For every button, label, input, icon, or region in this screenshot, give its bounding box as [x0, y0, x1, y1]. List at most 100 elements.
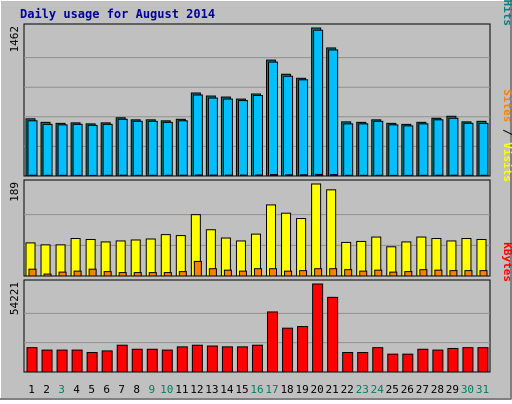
bar-sites — [43, 273, 52, 277]
bar-kbytes — [176, 346, 188, 373]
bar-files — [373, 120, 384, 177]
bar-pages — [224, 174, 232, 177]
bar-sites — [464, 270, 473, 277]
bar-sites — [133, 272, 142, 277]
bar-visits — [311, 183, 322, 277]
day-label: 10 — [160, 383, 173, 396]
bar-pages — [254, 174, 262, 177]
bar-files — [27, 120, 38, 177]
day-label: 27 — [416, 383, 429, 396]
bar-visits — [401, 241, 412, 277]
bar-sites — [253, 268, 262, 277]
bar-files — [298, 79, 309, 177]
day-label: 20 — [311, 383, 324, 396]
day-label: 5 — [88, 383, 95, 396]
legend-entry: / — [501, 122, 512, 142]
bar-sites — [103, 271, 112, 277]
bar-kbytes — [206, 345, 218, 373]
bar-sites — [178, 271, 187, 277]
day-label: 12 — [190, 383, 203, 396]
bar-kbytes — [161, 349, 173, 373]
bar-kbytes — [432, 349, 444, 373]
day-label: 29 — [446, 383, 459, 396]
bar-files — [102, 123, 113, 177]
bar-files — [177, 120, 188, 177]
bar-visits — [296, 218, 307, 277]
bar-files — [192, 94, 203, 177]
bar-files — [448, 117, 459, 177]
bar-pages — [360, 174, 368, 177]
legend-entry: Sites — [501, 89, 512, 122]
bar-pages — [179, 174, 187, 177]
day-label: 23 — [356, 383, 369, 396]
bar-kbytes — [101, 350, 113, 373]
panel-legend: KBytes — [501, 242, 512, 282]
bar-visits — [145, 238, 156, 277]
bar-kbytes — [56, 349, 68, 373]
bar-pages — [239, 174, 247, 177]
bar-sites — [344, 269, 353, 277]
bar-pages — [119, 174, 127, 177]
bar-pages — [375, 174, 383, 177]
day-label: 19 — [295, 383, 308, 396]
bar-kbytes — [327, 296, 339, 373]
bar-sites — [163, 272, 172, 277]
bar-kbytes — [342, 352, 354, 373]
bar-files — [433, 119, 444, 177]
panel-legend: Pages / Files / Hits — [501, 0, 512, 26]
bar-kbytes — [387, 353, 399, 373]
bar-sites — [419, 269, 428, 277]
bar-kbytes — [372, 347, 384, 373]
bar-visits — [55, 244, 66, 277]
panel-visits-sites: 189 Sites / Visits — [8, 89, 512, 277]
bar-pages — [29, 174, 37, 177]
bar-sites — [148, 272, 157, 277]
day-label: 1 — [28, 383, 35, 396]
day-label: 2 — [43, 383, 50, 396]
bar-pages — [194, 174, 202, 177]
day-label: 6 — [103, 383, 110, 396]
day-label: 26 — [401, 383, 414, 396]
bar-files — [418, 123, 429, 177]
bar-kbytes — [71, 349, 83, 373]
bar-sites — [284, 270, 293, 277]
bar-sites — [449, 270, 458, 277]
bar-visits — [175, 235, 186, 277]
bar-pages — [104, 174, 112, 177]
bar-sites — [374, 269, 383, 277]
bar-files — [283, 75, 294, 177]
legend-entry: KBytes — [501, 242, 512, 282]
bar-kbytes — [191, 344, 203, 373]
bar-files — [478, 122, 489, 177]
day-label: 31 — [476, 383, 489, 396]
bar-sites — [238, 270, 247, 277]
bar-pages — [330, 174, 338, 177]
bar-files — [268, 61, 279, 177]
day-label: 30 — [461, 383, 474, 396]
bar-visits — [281, 212, 292, 277]
bar-files — [147, 120, 158, 177]
bar-files — [42, 123, 53, 177]
day-label: 9 — [148, 383, 155, 396]
bar-files — [57, 124, 68, 177]
bar-kbytes — [41, 349, 53, 373]
bar-sites — [208, 268, 217, 277]
day-label: 3 — [58, 383, 65, 396]
bar-visits — [100, 241, 111, 277]
bar-kbytes — [447, 347, 459, 373]
day-label: 8 — [133, 383, 140, 396]
bar-visits — [266, 204, 277, 277]
bar-pages — [164, 174, 172, 177]
day-label: 16 — [250, 383, 263, 396]
bar-kbytes — [402, 353, 414, 373]
bar-pages — [44, 174, 52, 177]
bar-sites — [193, 260, 202, 277]
day-label: 24 — [371, 383, 385, 396]
bar-kbytes — [26, 347, 38, 373]
bar-sites — [73, 270, 82, 277]
bar-kbytes — [417, 348, 429, 373]
panel-hits-files-pages: 1462 Pages / Files / Hits — [8, 0, 512, 177]
bar-kbytes — [221, 346, 233, 373]
